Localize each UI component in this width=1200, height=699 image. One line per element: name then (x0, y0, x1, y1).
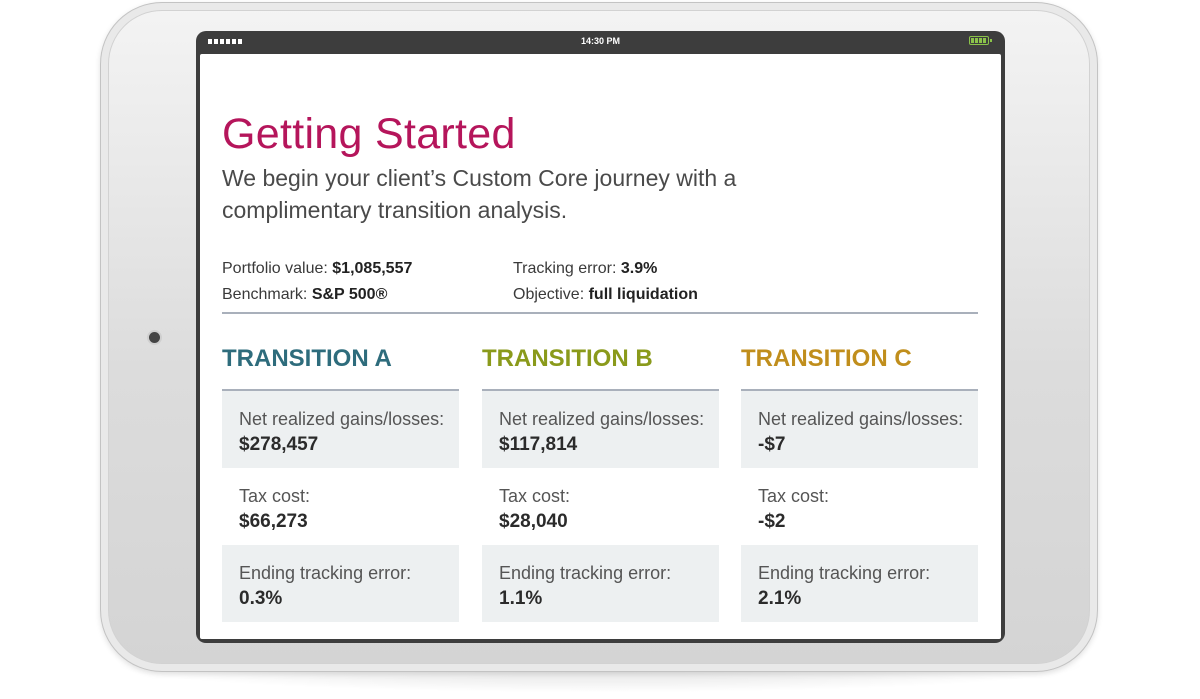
transition-a-rule (222, 389, 459, 391)
tax-label: Tax cost: (239, 486, 311, 506)
transition-b-ending-panel: Ending tracking error: 1.1% (482, 545, 719, 622)
transition-c-ending-panel: Ending tracking error: 2.1% (741, 545, 978, 622)
transition-a-ending-panel: Ending tracking error: 0.3% (222, 545, 459, 622)
transition-c-heading: TRANSITION C (741, 345, 912, 372)
transition-c-rule (741, 389, 978, 391)
objective-line: Objective: full liquidation (513, 286, 698, 304)
page-title: Getting Started (222, 110, 516, 158)
tracking-error-label: Tracking error: (513, 260, 621, 277)
gains-label: Net realized gains/losses: (758, 409, 964, 429)
transition-b-heading: TRANSITION B (482, 345, 653, 372)
battery-icon (969, 36, 992, 45)
ending-tracking-label: Ending tracking error: (758, 563, 931, 583)
ending-tracking-value: 2.1% (758, 588, 802, 609)
transition-c-column: TRANSITION C Net realized gains/losses: … (741, 344, 978, 622)
home-button[interactable] (149, 332, 160, 343)
transition-b-column: TRANSITION B Net realized gains/losses: … (482, 344, 719, 622)
benchmark-value: S&P 500® (311, 286, 388, 303)
tax-label: Tax cost: (758, 486, 830, 506)
status-time: 14:30 PM (580, 36, 621, 46)
tracking-error-line: Tracking error: 3.9% (513, 260, 657, 278)
transition-a-tax-panel: Tax cost: $66,273 (222, 468, 459, 545)
transition-a-heading: TRANSITION A (222, 345, 392, 372)
tracking-error-value: 3.9% (620, 260, 658, 277)
app-screen: Getting Started We begin your client’s C… (200, 54, 1001, 639)
ending-tracking-value: 0.3% (239, 588, 283, 609)
gains-label: Net realized gains/losses: (239, 409, 445, 429)
objective-label: Objective: (513, 286, 589, 303)
status-bar: 14:30 PM (196, 31, 1005, 53)
benchmark-line: Benchmark: S&P 500® (222, 286, 387, 304)
ending-tracking-label: Ending tracking error: (239, 563, 412, 583)
transition-b-tax-panel: Tax cost: $28,040 (482, 468, 719, 545)
benchmark-label: Benchmark: (222, 286, 312, 303)
tablet-screen-frame: 14:30 PM Getting Started We begin your c… (196, 31, 1005, 643)
transition-c-tax-panel: Tax cost: -$2 (741, 468, 978, 545)
objective-value: full liquidation (588, 286, 698, 303)
ending-tracking-value: 1.1% (499, 588, 543, 609)
tax-value: -$2 (758, 511, 786, 532)
portfolio-value: $1,085,557 (332, 260, 413, 277)
portfolio-value-line: Portfolio value: $1,085,557 (222, 260, 412, 278)
transition-c-gains-panel: Net realized gains/losses: -$7 (741, 391, 978, 468)
transition-b-gains-panel: Net realized gains/losses: $117,814 (482, 391, 719, 468)
gains-value: $117,814 (499, 434, 578, 455)
signal-strength-icon (208, 39, 242, 44)
ending-tracking-label: Ending tracking error: (499, 563, 672, 583)
transition-b-rule (482, 389, 719, 391)
portfolio-value-label: Portfolio value: (222, 260, 333, 277)
gains-value: -$7 (758, 434, 786, 455)
tax-label: Tax cost: (499, 486, 571, 506)
tax-value: $66,273 (239, 511, 308, 532)
page-subtitle: We begin your client’s Custom Core journ… (222, 165, 737, 223)
gains-value: $278,457 (239, 434, 319, 455)
section-divider (222, 312, 978, 314)
tax-value: $28,040 (499, 511, 568, 532)
gains-label: Net realized gains/losses: (499, 409, 705, 429)
transition-a-column: TRANSITION A Net realized gains/losses: … (222, 344, 459, 622)
transition-a-gains-panel: Net realized gains/losses: $278,457 (222, 391, 459, 468)
